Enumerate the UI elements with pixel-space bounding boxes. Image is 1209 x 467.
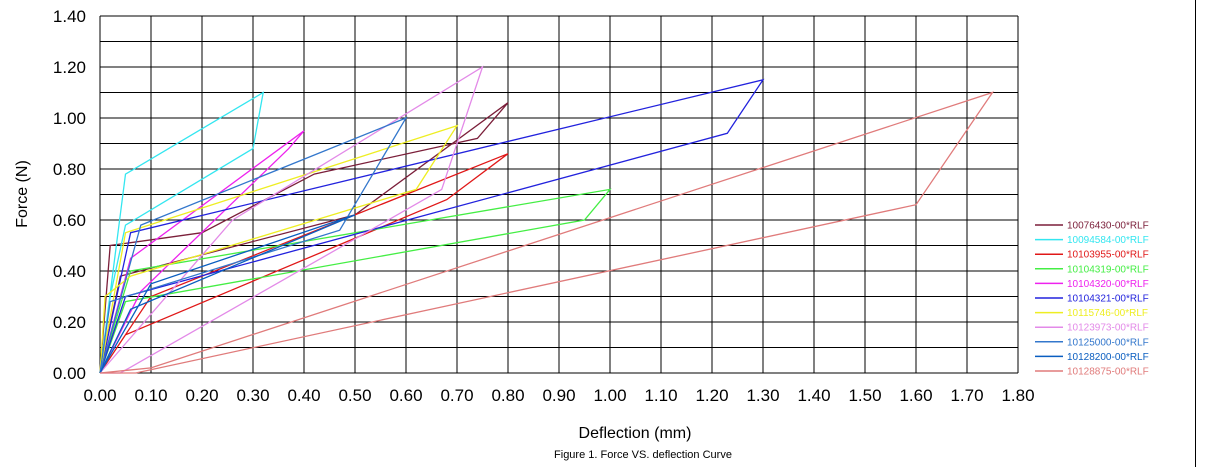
series-line (99, 78, 765, 374)
y-tick-labels: 0.00 0.20 0.40 0.60 0.80 1.00 1.20 1.40 (53, 7, 86, 383)
series-line (99, 188, 612, 374)
x-tick-labels: 0.00 0.10 0.20 0.30 0.40 0.50 0.60 0.70 0.80 0.90… (83, 386, 1034, 405)
y-axis-title: Force (N) (14, 160, 31, 228)
legend-label: 10115746-00*RLF (1067, 308, 1148, 319)
x-tick-label: 1.50 (848, 386, 881, 405)
y-tick-label: 1.40 (53, 7, 86, 26)
y-tick-label: 1.00 (53, 109, 86, 128)
y-tick-label: 0.00 (53, 364, 86, 383)
series-lines (99, 65, 995, 374)
x-tick-label: 0.40 (287, 386, 320, 405)
x-tick-label: 0.30 (236, 386, 269, 405)
y-tick-label: 0.20 (53, 313, 86, 332)
x-tick-label: 1.80 (1001, 386, 1034, 405)
x-tick-label: 1.40 (797, 386, 830, 405)
x-tick-label: 0.10 (134, 386, 167, 405)
x-tick-label: 1.30 (746, 386, 779, 405)
series-line (99, 124, 459, 374)
x-tick-label: 0.70 (440, 386, 473, 405)
x-axis-title: Deflection (mm) (579, 425, 692, 442)
legend-label: 10128875-00*RLF (1067, 367, 1149, 378)
legend-label: 10125000-00*RLF (1067, 337, 1149, 348)
series-line (99, 91, 265, 374)
x-tick-label: 1.70 (950, 386, 983, 405)
legend-label: 10123973-00*RLF (1067, 323, 1149, 334)
legend-label: 10103955-00*RLF (1067, 250, 1149, 261)
series-line (99, 153, 509, 374)
legend-label: 10128200-00*RLF (1067, 352, 1149, 363)
x-tick-label: 1.00 (593, 386, 626, 405)
series-line (99, 116, 408, 374)
x-tick-label: 1.20 (695, 386, 728, 405)
x-tick-label: 1.10 (644, 386, 677, 405)
legend-label: 10094584-00*RLF (1067, 235, 1149, 246)
figure-caption: Figure 1. Force VS. deflection Curve (554, 449, 732, 461)
x-tick-label: 0.20 (185, 386, 218, 405)
legend-label: 10104319-00*RLF (1067, 264, 1149, 275)
x-tick-label: 0.50 (338, 386, 371, 405)
legend-label: 10104321-00*RLF (1067, 294, 1149, 305)
page-border (1195, 0, 1196, 467)
x-tick-label: 0.90 (542, 386, 575, 405)
y-tick-label: 1.20 (53, 58, 86, 77)
series-line (99, 214, 356, 374)
y-tick-label: 0.80 (53, 160, 86, 179)
legend: 10076430-00*RLF 10094584-00*RLF 10103955-0… (1035, 221, 1149, 378)
x-tick-label: 0.60 (389, 386, 422, 405)
legend-label: 10104320-00*RLF (1067, 279, 1149, 290)
grid (99, 15, 1019, 374)
series-line (99, 130, 305, 374)
x-tick-label: 0.80 (491, 386, 524, 405)
legend-label: 10076430-00*RLF (1067, 221, 1149, 232)
x-tick-label: 1.60 (899, 386, 932, 405)
series-line (99, 91, 995, 374)
x-tick-label: 0.00 (83, 386, 116, 405)
y-tick-label: 0.40 (53, 262, 86, 281)
y-tick-label: 0.60 (53, 211, 86, 230)
